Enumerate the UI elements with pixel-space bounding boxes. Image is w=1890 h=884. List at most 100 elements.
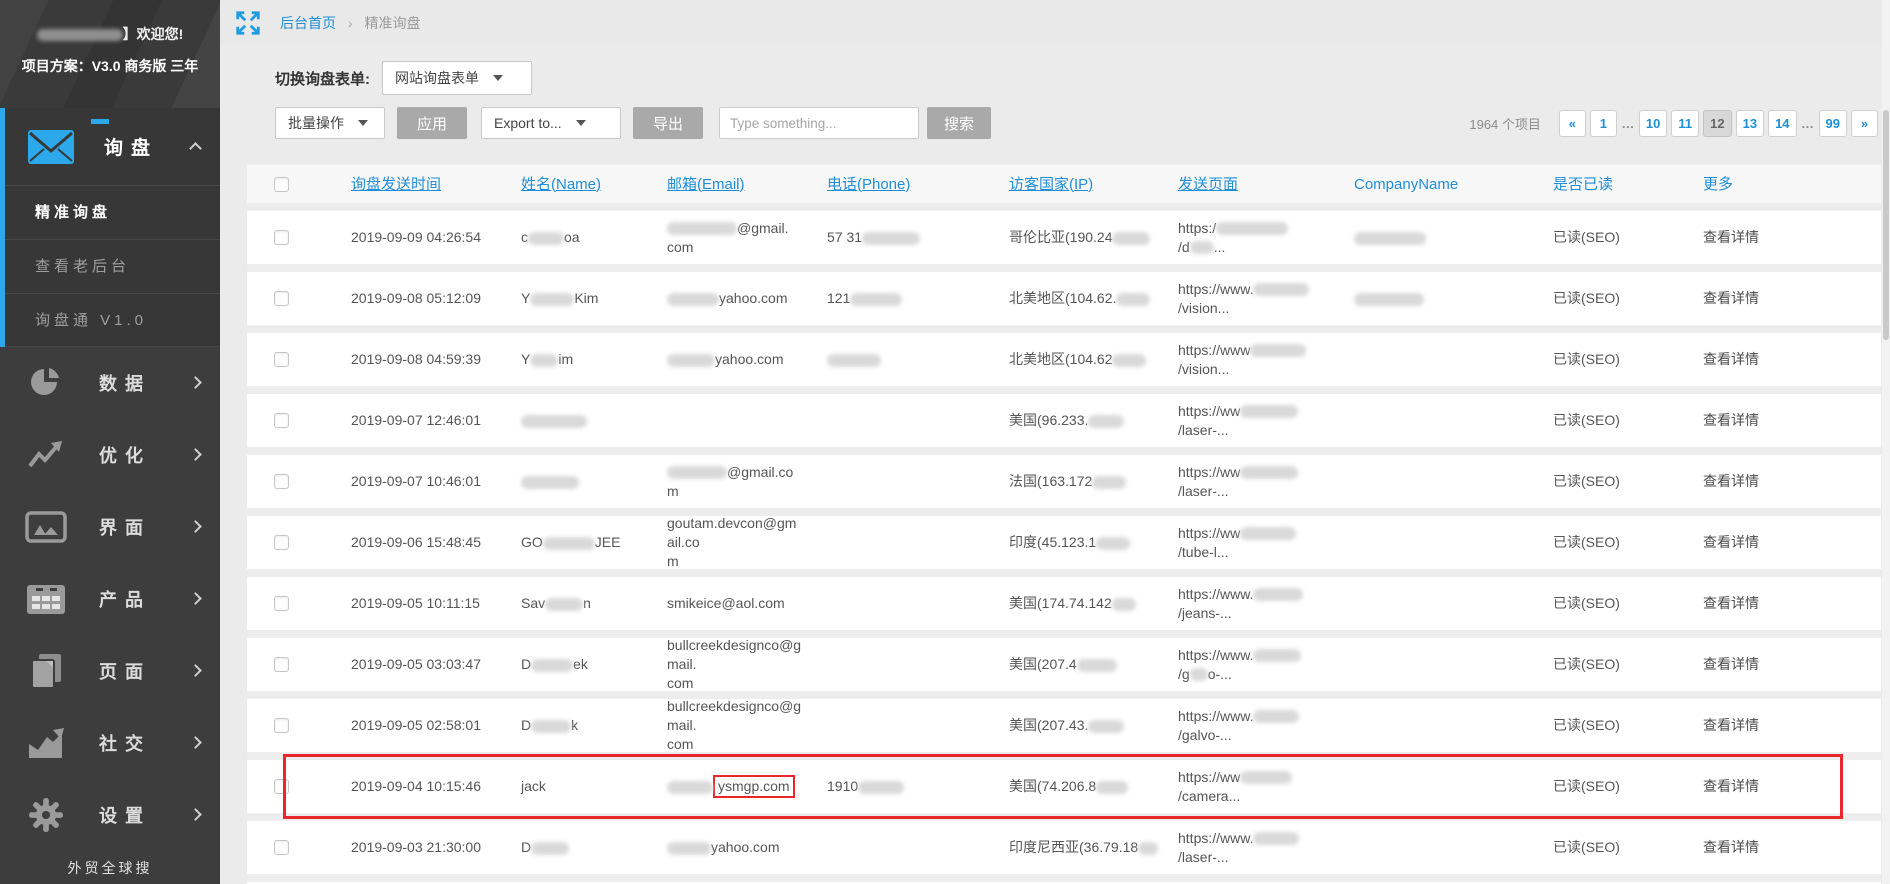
view-details-link[interactable]: 查看详情 xyxy=(1703,473,1759,489)
view-details-link[interactable]: 查看详情 xyxy=(1703,717,1759,733)
column-header[interactable]: 电话(Phone) xyxy=(827,175,911,193)
column-header[interactable]: 访客国家(IP) xyxy=(1009,175,1094,193)
cell-text: D xyxy=(521,839,532,855)
row-checkbox[interactable] xyxy=(274,840,289,855)
pagination-ellipsis: … xyxy=(1801,115,1815,131)
view-details-link[interactable]: 查看详情 xyxy=(1703,595,1759,611)
column-header[interactable]: 更多 xyxy=(1703,175,1734,193)
pagination-page-button[interactable]: 12 xyxy=(1703,109,1732,137)
redacted-text xyxy=(528,231,564,245)
redacted-username xyxy=(36,29,123,42)
view-details-link[interactable]: 查看详情 xyxy=(1703,290,1759,306)
pagination-page-button[interactable]: 11 xyxy=(1671,109,1700,137)
view-details-link[interactable]: 查看详情 xyxy=(1703,839,1759,855)
export-button[interactable]: 导出 xyxy=(633,107,703,139)
sidebar-item-precise-inquiry[interactable]: 精准询盘 xyxy=(5,185,220,239)
sidebar-group-inquiry: 询盘 精准询盘 查看老后台 询盘通 V1.0 xyxy=(0,108,220,347)
view-details-link[interactable]: 查看详情 xyxy=(1703,412,1759,428)
cell-read-status: 已读(SEO) xyxy=(1553,717,1620,733)
cell-more: 查看详情 xyxy=(1679,289,1881,308)
column-header[interactable]: 姓名(Name) xyxy=(521,175,602,193)
search-input[interactable] xyxy=(719,107,919,139)
column-header[interactable]: 发送页面 xyxy=(1178,175,1239,193)
sidebar-item-data[interactable]: 数据 xyxy=(0,347,220,419)
row-checkbox[interactable] xyxy=(274,413,289,428)
vertical-scrollbar[interactable] xyxy=(1882,0,1890,884)
pie-chart-icon xyxy=(23,366,69,400)
view-details-link[interactable]: 查看详情 xyxy=(1703,534,1759,550)
scrollbar-thumb[interactable] xyxy=(1883,110,1889,340)
apply-button[interactable]: 应用 xyxy=(397,107,467,139)
view-details-link[interactable]: 查看详情 xyxy=(1703,229,1759,245)
sidebar-item-pages[interactable]: 页面 xyxy=(0,635,220,707)
bulk-action-select[interactable]: 批量操作 xyxy=(275,107,385,139)
row-checkbox[interactable] xyxy=(274,474,289,489)
sidebar-item-social[interactable]: 社交 xyxy=(0,707,220,779)
redacted-text xyxy=(1076,658,1117,672)
sidebar-footer-label[interactable]: 外贸全球搜 xyxy=(67,860,153,876)
chevron-right-icon xyxy=(189,376,202,389)
row-checkbox[interactable] xyxy=(274,291,289,306)
pagination-page-button[interactable]: 10 xyxy=(1638,109,1668,137)
row-checkbox[interactable] xyxy=(274,657,289,672)
sidebar-item-inquiry[interactable]: 询盘 xyxy=(5,108,220,185)
search-button[interactable]: 搜索 xyxy=(927,107,991,139)
row-checkbox[interactable] xyxy=(274,779,289,794)
pagination-page-button[interactable]: 13 xyxy=(1735,109,1765,137)
export-select[interactable]: Export to... xyxy=(481,107,621,139)
sidebar-item-product[interactable]: 产品 xyxy=(0,563,220,635)
table-body: 2019-09-09 04:26:54 c oa @gmail. com 57 31 哥伦比… xyxy=(247,211,1881,874)
cell-text: /jeans-... xyxy=(1178,604,1232,621)
row-checkbox[interactable] xyxy=(274,535,289,550)
column-header[interactable]: 是否已读 xyxy=(1553,175,1614,193)
column-header[interactable]: 邮箱(Email) xyxy=(667,175,745,193)
caret-down-icon xyxy=(493,75,503,81)
sidebar-item-old-backend[interactable]: 查看老后台 xyxy=(5,239,220,293)
cell-country: 美国(207.43. xyxy=(985,716,1154,735)
view-details-link[interactable]: 查看详情 xyxy=(1703,656,1759,672)
select-all-checkbox[interactable] xyxy=(274,176,289,192)
column-header[interactable]: 询盘发送时间 xyxy=(351,175,442,193)
sidebar-item-label: 社交 xyxy=(99,734,151,754)
gear-icon xyxy=(23,797,69,833)
sidebar-item-settings[interactable]: 设置 xyxy=(0,779,220,851)
cell-text: /g xyxy=(1178,665,1190,682)
cell-send-time: 2019-09-06 15:48:45 xyxy=(351,534,481,550)
form-select[interactable]: 网站询盘表单 xyxy=(382,61,532,95)
chevron-right-icon xyxy=(189,736,202,749)
cell-text: Sav xyxy=(521,595,546,611)
row-checkbox[interactable] xyxy=(274,718,289,733)
view-details-link[interactable]: 查看详情 xyxy=(1703,778,1759,794)
cell-text: https://www. xyxy=(1178,280,1254,297)
redacted-text xyxy=(667,222,737,236)
pagination-page-button[interactable]: 14 xyxy=(1768,109,1797,137)
row-checkbox[interactable] xyxy=(274,352,289,367)
cell-send-page: https://www. /laser-... xyxy=(1154,829,1330,867)
cell-text: m xyxy=(667,482,679,499)
breadcrumb-home-link[interactable]: 后台首页 xyxy=(280,14,336,31)
sidebar-item-optimize[interactable]: 优化 xyxy=(0,419,220,491)
redacted-text xyxy=(862,231,921,245)
pagination-page-button[interactable]: 99 xyxy=(1818,109,1847,137)
row-checkbox[interactable] xyxy=(274,230,289,245)
cell-text: /tube-l... xyxy=(1178,543,1229,560)
column-header[interactable]: CompanyName xyxy=(1354,175,1459,193)
cell-email: yahoo.com xyxy=(643,350,803,369)
cell-text: 美国(207.4 xyxy=(1009,656,1077,672)
cell-send-time: 2019-09-05 02:58:01 xyxy=(351,717,481,733)
pagination-nav-button[interactable]: « xyxy=(1558,109,1586,137)
pagination-nav-button[interactable]: » xyxy=(1851,109,1878,137)
redacted-text xyxy=(1354,231,1426,245)
cell-country: 美国(207.4 xyxy=(985,655,1154,674)
cell-text: https://www. xyxy=(1178,646,1254,663)
view-details-link[interactable]: 查看详情 xyxy=(1703,351,1759,367)
fullscreen-expand-icon[interactable] xyxy=(232,7,264,39)
export-select-value: Export to... xyxy=(494,115,562,131)
sidebar-item-inquiry-tong[interactable]: 询盘通 V1.0 xyxy=(5,293,220,347)
total-items-count: 1964 个项目 xyxy=(1469,116,1541,132)
sidebar-item-interface[interactable]: 界面 xyxy=(0,491,220,563)
cell-text: /d xyxy=(1178,238,1190,255)
redacted-text xyxy=(1112,231,1151,245)
pagination-page-button[interactable]: 1 xyxy=(1589,109,1617,137)
row-checkbox[interactable] xyxy=(274,596,289,611)
